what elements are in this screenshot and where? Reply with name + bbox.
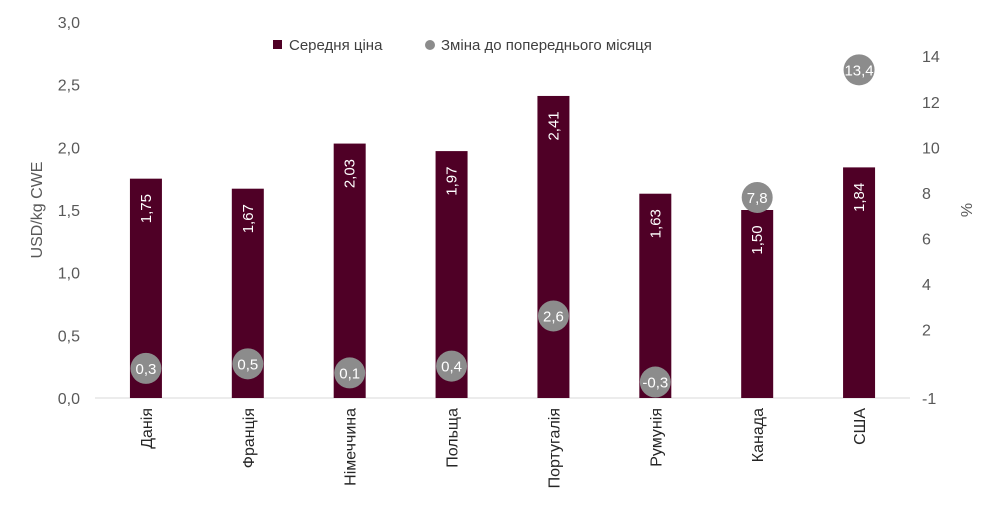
bar-data-label: 1,97 <box>444 166 461 195</box>
point-data-label: 0,5 <box>237 356 258 373</box>
point-data-label: 13,4 <box>844 62 873 79</box>
bar-series: 1,75 1,67 2,03 1,97 2,41 1,63 1,50 1,84 <box>129 95 876 399</box>
right-tick-label: 6 <box>922 231 931 248</box>
legend-label-point: Зміна до попереднього місяця <box>441 37 652 54</box>
legend-swatch-bar <box>273 40 282 49</box>
left-tick-label: 0,0 <box>58 391 80 408</box>
right-tick-label: 10 <box>922 140 940 157</box>
right-tick-label: 4 <box>922 277 931 294</box>
left-tick-label: 1,5 <box>58 203 80 220</box>
right-tick-label: -1 <box>922 391 936 408</box>
bar <box>333 143 366 398</box>
right-axis-title: % <box>959 203 976 217</box>
point-data-label: 0,1 <box>339 365 360 382</box>
category-label: Португалія <box>546 408 563 488</box>
bar-data-label: 1,67 <box>240 204 257 233</box>
left-tick-label: 2,0 <box>58 140 80 157</box>
category-label: Польща <box>445 408 462 468</box>
left-axis-title: USD/kg CWE <box>29 162 46 259</box>
category-label: Канада <box>750 408 767 462</box>
point-marker <box>741 181 773 213</box>
bar <box>537 95 570 399</box>
point-marker <box>639 366 671 398</box>
left-tick-label: 2,5 <box>58 78 80 95</box>
category-label: Франція <box>241 408 258 468</box>
point-data-label: 0,3 <box>136 361 157 378</box>
bar-data-label: 2,03 <box>342 159 359 188</box>
point-data-label: 0,4 <box>441 359 462 376</box>
point-data-label: 7,8 <box>747 190 768 207</box>
bar <box>639 193 672 398</box>
point-series: 0,3 0,5 0,1 0,4 2,6 -0,3 7,8 13,4 <box>130 54 875 398</box>
point-marker <box>436 350 468 382</box>
legend-label-bar: Середня ціна <box>289 37 383 54</box>
point-marker <box>232 348 264 380</box>
left-y-axis: 0,0 0,5 1,0 1,5 2,0 2,5 3,0 <box>58 15 80 408</box>
right-tick-label: 8 <box>922 186 931 203</box>
point-marker <box>843 54 875 86</box>
right-tick-label: 14 <box>922 49 940 66</box>
bar-data-label: 1,84 <box>851 183 868 212</box>
left-tick-label: 0,5 <box>58 328 80 345</box>
bar-data-label: 1,75 <box>138 194 155 223</box>
bar <box>741 210 774 398</box>
left-tick-label: 3,0 <box>58 15 80 32</box>
point-marker <box>334 357 366 389</box>
bar-data-label: 2,41 <box>545 111 562 140</box>
category-label: США <box>852 408 869 445</box>
bar-data-label: 1,63 <box>647 209 664 238</box>
bar-data-label: 1,50 <box>749 225 766 254</box>
category-label: Данія <box>139 408 156 449</box>
right-tick-label: 12 <box>922 95 940 112</box>
point-marker <box>537 300 569 332</box>
left-tick-label: 1,0 <box>58 266 80 283</box>
right-y-axis: -1 2 4 6 8 10 12 14 <box>922 49 940 408</box>
point-marker <box>130 352 162 384</box>
legend-swatch-point <box>425 40 435 50</box>
bar <box>843 167 876 398</box>
category-labels: Данія Франція Німеччина Польща Португалія Рум… <box>139 408 869 489</box>
legend: Середня ціна Зміна до попереднього місяц… <box>273 37 652 54</box>
point-data-label: -0,3 <box>642 375 668 392</box>
category-label: Румунія <box>648 408 665 467</box>
point-data-label: 2,6 <box>543 308 564 325</box>
right-tick-label: 2 <box>922 323 931 340</box>
category-label: Німеччина <box>343 408 360 486</box>
